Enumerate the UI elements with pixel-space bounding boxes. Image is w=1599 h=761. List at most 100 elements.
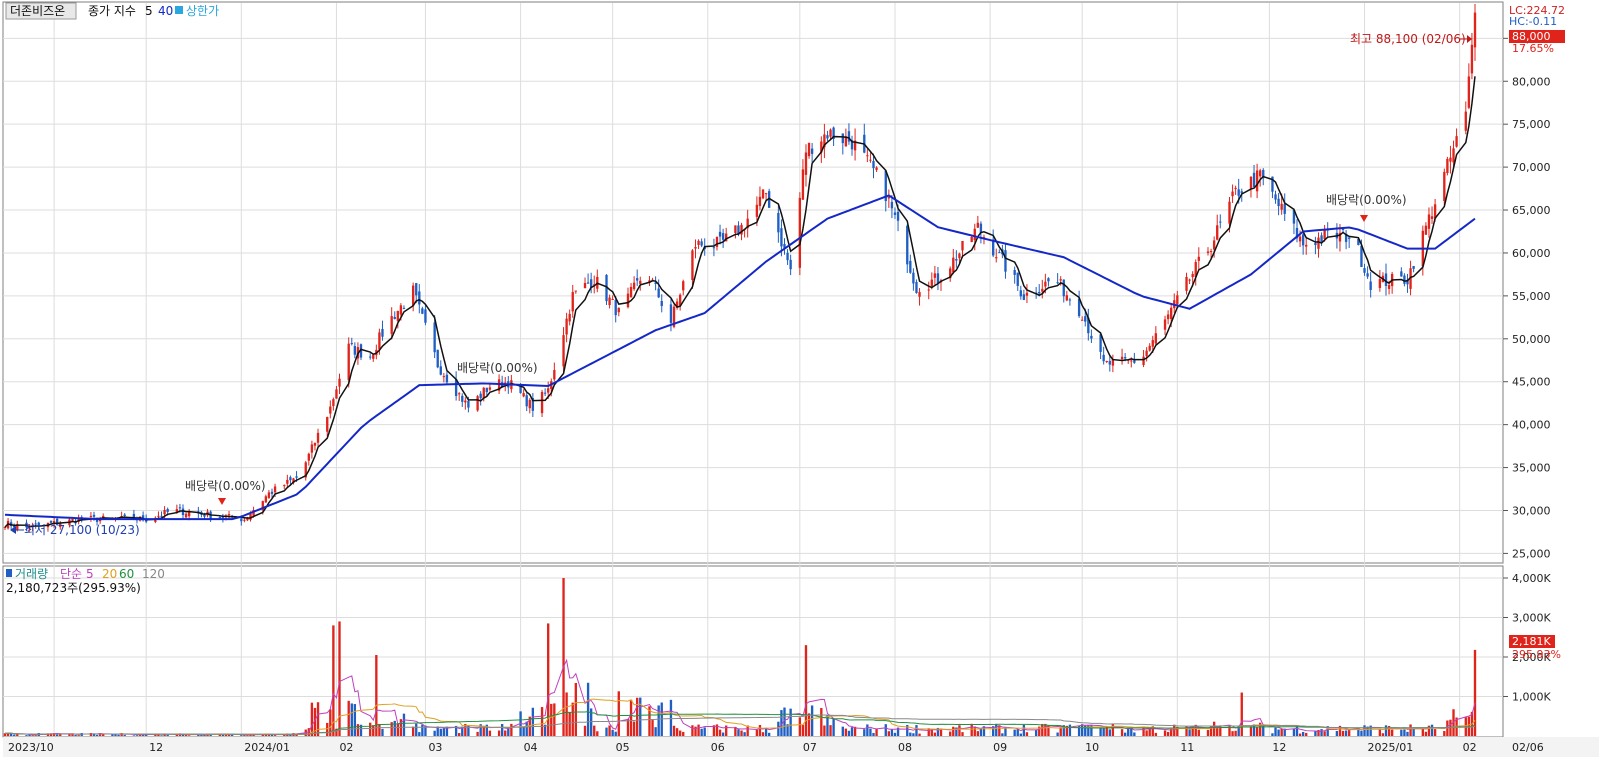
limit-legend-swatch (175, 6, 183, 14)
volume-bar (672, 725, 676, 736)
volume-bar (1323, 731, 1326, 736)
candle-body (927, 289, 930, 291)
volume-bar (703, 727, 706, 736)
volume-bar (246, 735, 249, 736)
volume-bar (804, 645, 808, 736)
candle-body (574, 290, 577, 292)
volume-bar (1348, 729, 1351, 736)
volume-bar (596, 731, 599, 736)
volume-bar (313, 707, 317, 736)
candle-body (1412, 265, 1415, 269)
volume-bar (547, 623, 550, 736)
candle-body (998, 252, 1001, 254)
volume-bar (1216, 727, 1219, 736)
candle-body (568, 313, 571, 322)
candle-body (1025, 292, 1029, 296)
volume-bar (1305, 732, 1308, 736)
candle-body (810, 148, 814, 154)
candle-body (175, 509, 179, 513)
volume-bar (853, 726, 857, 736)
volume-bar (568, 712, 571, 736)
volume-bar (1369, 725, 1372, 736)
stock-name: 더존비즈온 (10, 4, 65, 18)
volume-bar (138, 734, 142, 736)
stock-name-box[interactable] (5, 2, 77, 20)
indicator-label: 종가 지수 (88, 4, 136, 18)
volume-bar (715, 724, 719, 736)
candle-body (221, 516, 225, 518)
candle-body (1292, 210, 1296, 224)
volume-bar (144, 734, 148, 736)
volume-bar (488, 730, 492, 736)
volume-bar (896, 727, 900, 736)
volume-bar (1148, 727, 1151, 736)
candle-body (654, 282, 657, 284)
volume-bar (531, 707, 535, 736)
candle-body (1044, 281, 1047, 287)
volume-bar (755, 729, 759, 736)
volume-bar (844, 728, 848, 736)
candle-body (49, 520, 53, 523)
candle-body (1019, 290, 1022, 297)
volume-bar (1044, 723, 1047, 736)
volume-bar (995, 723, 998, 736)
candle-body (1295, 227, 1299, 239)
candle-body (528, 399, 531, 409)
candle-body (565, 318, 568, 335)
volume-bar (359, 724, 363, 736)
volume-bar (335, 728, 338, 736)
volume-bar (1473, 649, 1477, 736)
x-axis-label: 02 (1463, 741, 1477, 754)
volume-bar (915, 725, 918, 736)
volume-bar (712, 725, 716, 736)
volume-bar (743, 732, 746, 736)
volume-bar (1357, 728, 1360, 736)
candle-body (906, 225, 909, 265)
volume-bar (553, 703, 556, 736)
candle-body (639, 280, 642, 284)
candle-body (611, 298, 614, 300)
volume-bar (372, 725, 375, 736)
candle-body (850, 140, 854, 150)
volume-bar (847, 730, 851, 736)
volume-bar (424, 725, 427, 736)
volume-bar (1212, 721, 1216, 736)
price-tick-label: 30,000 (1512, 504, 1551, 517)
candle-body (583, 282, 587, 289)
volume-bar (841, 726, 844, 736)
candle-body (1384, 273, 1388, 286)
candle-body (626, 293, 630, 308)
volume-bar (1133, 732, 1136, 736)
volume-bar (467, 725, 470, 736)
candle-body (758, 196, 762, 207)
volume-bar (1219, 725, 1222, 736)
candle-body (89, 515, 93, 518)
x-axis-label: 05 (616, 741, 630, 754)
candle-body (890, 201, 894, 209)
volume-bar (1292, 728, 1296, 736)
candle-body (712, 247, 716, 249)
x-axis-label: 10 (1085, 741, 1099, 754)
candle-body (553, 370, 556, 380)
candle-body (16, 524, 19, 530)
volume-bar (1335, 730, 1339, 736)
volume-bar (1145, 730, 1148, 736)
candle-body (1338, 232, 1342, 242)
candle-body (1212, 240, 1216, 250)
volume-bar (565, 692, 568, 736)
volume-bar (1363, 725, 1366, 736)
volume-bar (1001, 733, 1004, 736)
candle-body (1323, 230, 1326, 239)
candle-body (1424, 225, 1428, 235)
candle-body (411, 285, 415, 306)
volume-bar (166, 734, 169, 736)
x-axis-label: 12 (149, 741, 163, 754)
candle-body (1305, 244, 1308, 247)
candle-body (992, 239, 995, 256)
candle-body (1176, 295, 1179, 305)
volume-bar (1188, 729, 1191, 736)
candle-body (218, 517, 221, 519)
volume-bar (636, 697, 639, 736)
candle-body (936, 273, 940, 284)
price-tick-label: 55,000 (1512, 290, 1551, 303)
